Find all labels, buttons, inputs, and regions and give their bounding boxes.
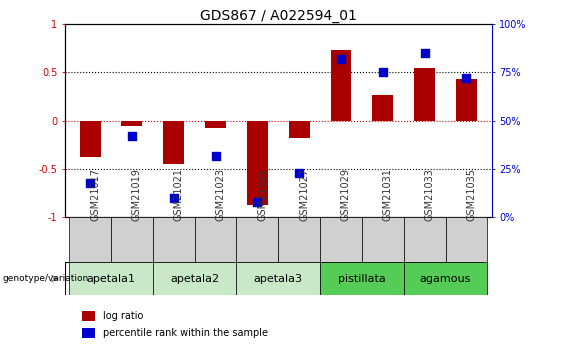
Point xyxy=(420,50,429,56)
Text: GSM21017: GSM21017 xyxy=(90,168,100,221)
FancyBboxPatch shape xyxy=(279,217,320,262)
Text: apetala2: apetala2 xyxy=(170,274,219,284)
FancyBboxPatch shape xyxy=(236,262,320,295)
Bar xyxy=(456,79,477,121)
Point xyxy=(379,70,388,75)
Text: genotype/variation: genotype/variation xyxy=(3,274,89,283)
FancyBboxPatch shape xyxy=(153,217,194,262)
Text: apetala3: apetala3 xyxy=(254,274,303,284)
Bar xyxy=(121,121,142,126)
FancyBboxPatch shape xyxy=(153,262,236,295)
Text: pistillata: pistillata xyxy=(338,274,386,284)
FancyBboxPatch shape xyxy=(236,217,279,262)
FancyBboxPatch shape xyxy=(446,217,488,262)
Point xyxy=(295,170,304,176)
Text: GSM21019: GSM21019 xyxy=(132,168,142,221)
Title: GDS867 / A022594_01: GDS867 / A022594_01 xyxy=(200,9,357,23)
FancyBboxPatch shape xyxy=(362,217,404,262)
Bar xyxy=(205,121,226,128)
Point xyxy=(211,153,220,158)
FancyBboxPatch shape xyxy=(404,217,446,262)
Point xyxy=(85,180,94,185)
FancyBboxPatch shape xyxy=(404,262,488,295)
Text: GSM21027: GSM21027 xyxy=(299,168,309,221)
Text: apetala1: apetala1 xyxy=(86,274,136,284)
Point xyxy=(462,76,471,81)
Text: percentile rank within the sample: percentile rank within the sample xyxy=(103,328,268,338)
FancyBboxPatch shape xyxy=(194,217,236,262)
Text: GSM21035: GSM21035 xyxy=(467,168,476,221)
Text: GSM21025: GSM21025 xyxy=(257,168,267,221)
FancyBboxPatch shape xyxy=(320,217,362,262)
Bar xyxy=(414,68,435,121)
Bar xyxy=(372,95,393,121)
Text: GSM21021: GSM21021 xyxy=(173,168,184,221)
Text: log ratio: log ratio xyxy=(103,311,144,321)
Text: GSM21033: GSM21033 xyxy=(425,168,434,221)
Bar xyxy=(247,121,268,205)
Text: GSM21031: GSM21031 xyxy=(383,168,393,221)
Bar xyxy=(82,310,95,321)
Point xyxy=(337,56,346,62)
Bar xyxy=(80,121,101,157)
FancyBboxPatch shape xyxy=(69,262,153,295)
Bar xyxy=(289,121,310,138)
Point xyxy=(169,195,178,201)
Bar xyxy=(331,50,351,121)
Text: GSM21029: GSM21029 xyxy=(341,168,351,221)
FancyBboxPatch shape xyxy=(69,217,111,262)
Text: agamous: agamous xyxy=(420,274,471,284)
Bar xyxy=(82,328,95,338)
Point xyxy=(127,134,136,139)
Bar xyxy=(163,121,184,164)
Text: GSM21023: GSM21023 xyxy=(215,168,225,221)
FancyBboxPatch shape xyxy=(320,262,404,295)
Point xyxy=(253,199,262,205)
FancyBboxPatch shape xyxy=(111,217,153,262)
